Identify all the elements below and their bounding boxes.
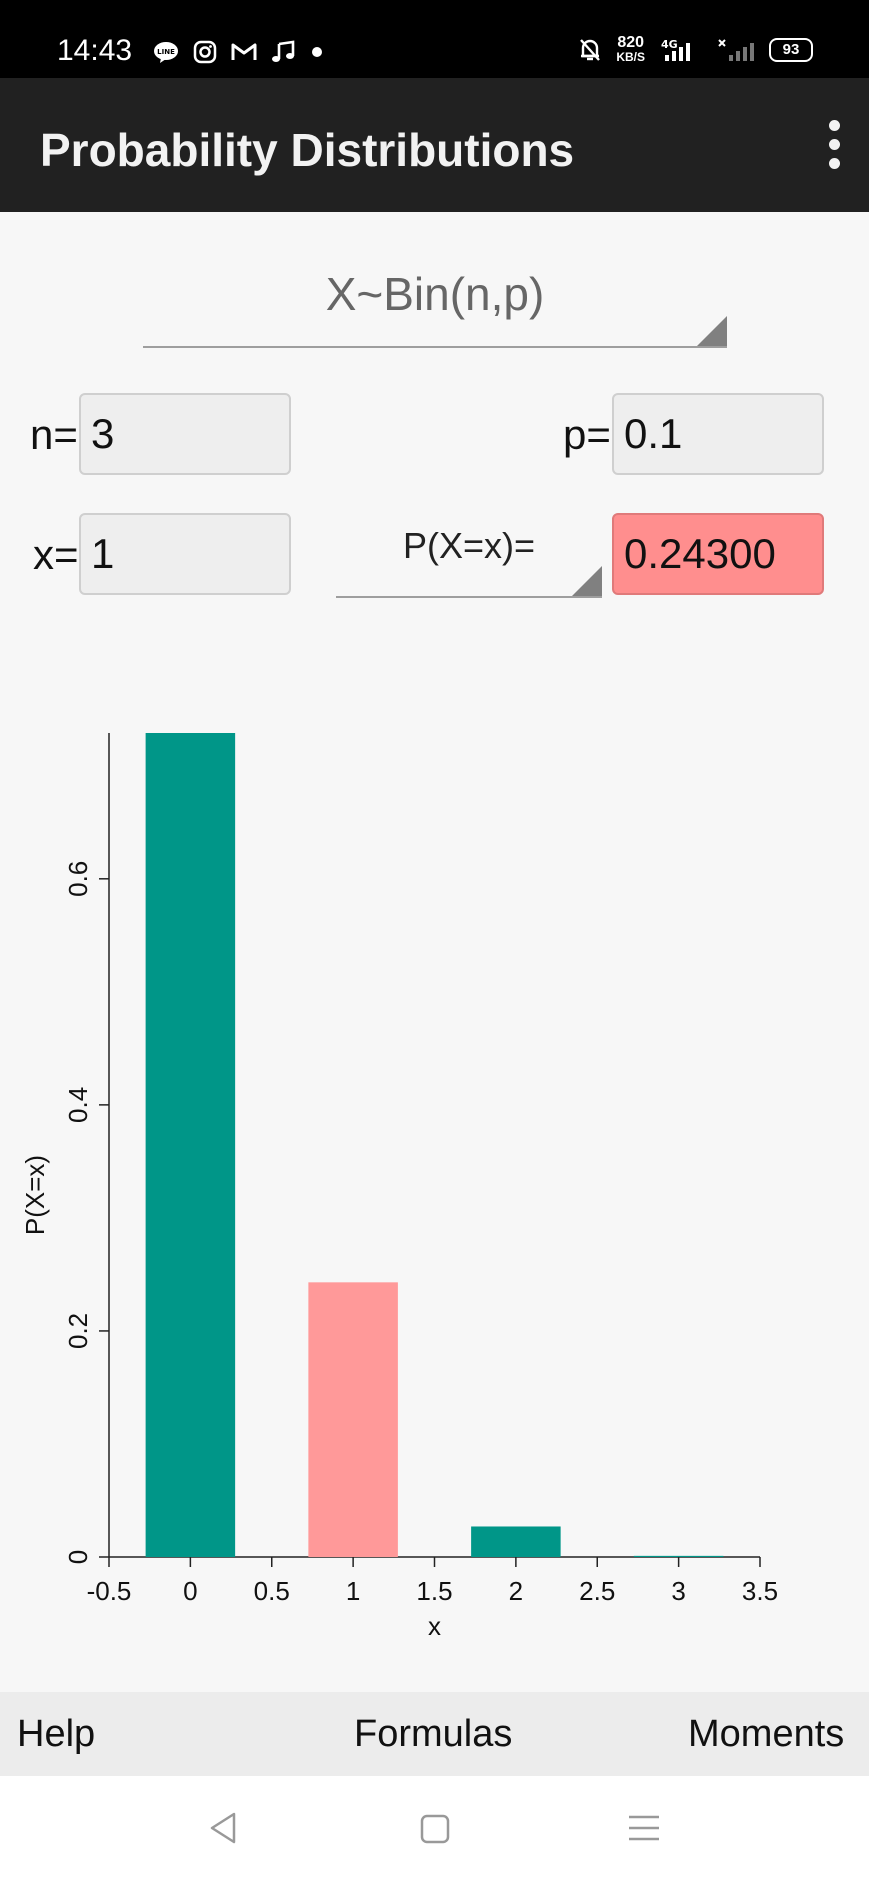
dropdown-arrow-icon: [697, 316, 727, 346]
n-label: n=: [30, 411, 78, 458]
navigation-bar: [0, 1776, 869, 1883]
y-tick-label: 0.4: [63, 1087, 93, 1123]
net-speed-value: 820: [617, 34, 645, 51]
probability-result: 0.24300: [612, 513, 824, 595]
bar-x-2: [471, 1526, 561, 1557]
y-tick-label: 0.6: [63, 861, 93, 897]
x-tick-label: 1: [346, 1576, 360, 1606]
x-tick-label: 1.5: [416, 1576, 452, 1606]
instagram-icon: [193, 40, 217, 64]
status-right: 820 KB/S 4G 93: [578, 34, 813, 65]
back-icon[interactable]: [204, 1808, 244, 1848]
main-content: X~Bin(n,p) n= 3 p= 0.1 x= 1 P(X=x)= 0.24…: [0, 212, 869, 1692]
bar-x-3: [633, 1555, 724, 1557]
x-tick-label: -0.5: [87, 1576, 132, 1606]
home-icon[interactable]: [414, 1808, 454, 1848]
y-tick-label: 0.2: [63, 1313, 93, 1349]
y-axis-ticks: 0 0.2 0.4 0.6: [63, 861, 109, 1564]
bar-x-0: [145, 733, 236, 1557]
line-icon: LINE: [154, 42, 178, 63]
x-label: x=: [33, 531, 79, 578]
net-speed: 820 KB/S: [616, 34, 645, 65]
app-bar: Probability Distributions: [0, 78, 869, 212]
notification-icons: LINE: [153, 40, 323, 64]
app-title: Probability Distributions: [40, 124, 575, 176]
y-tick-label: 0: [63, 1550, 93, 1564]
network-label: 4G: [661, 38, 678, 51]
probability-type-selected: P(X=x)=: [402, 525, 536, 566]
x-tick-label: 3: [671, 1576, 685, 1606]
signal-empty-icon: [718, 39, 754, 61]
dot-icon: [312, 47, 322, 57]
status-time: 14:43: [57, 34, 133, 67]
x-tick-label: 0.5: [254, 1576, 290, 1606]
probability-bar-chart: -0.5 0 0.5 1 1.5 2 2.5 3 3.5 0 0.2 0.4 0.6 x P(X=x): [20, 733, 778, 1641]
dropdown-arrow-icon: [572, 566, 602, 596]
x-tick-label: 0: [183, 1576, 197, 1606]
help-button[interactable]: Help: [17, 1713, 96, 1755]
overflow-menu-icon[interactable]: [807, 108, 863, 182]
x-input[interactable]: 1: [79, 513, 291, 595]
net-speed-unit: KB/S: [616, 50, 645, 64]
status-bar: 14:43 LINE: [0, 0, 869, 78]
svg-text:LINE: LINE: [157, 48, 175, 56]
menu-icon[interactable]: [624, 1808, 664, 1848]
bottom-bar: Help Formulas Moments: [0, 1692, 869, 1776]
bar-x-1: [308, 1282, 398, 1557]
x-axis-ticks: -0.5 0 0.5 1 1.5 2 2.5 3 3.5: [87, 1557, 778, 1606]
n-input[interactable]: 3: [79, 393, 291, 475]
chart-bars: [145, 733, 724, 1557]
x-tick-label: 3.5: [742, 1576, 778, 1606]
music-icon: [272, 40, 295, 62]
x-axis-label: x: [428, 1611, 441, 1641]
x-tick-label: 2: [509, 1576, 523, 1606]
battery-indicator: 93: [769, 38, 813, 62]
gmail-icon: [231, 43, 257, 60]
probability-type-dropdown[interactable]: P(X=x)=: [336, 502, 602, 598]
mute-bell-icon: [580, 39, 601, 61]
moments-button[interactable]: Moments: [688, 1713, 845, 1755]
formulas-button[interactable]: Formulas: [354, 1713, 513, 1755]
signal-4g-icon: 4G: [661, 38, 690, 61]
distribution-dropdown[interactable]: X~Bin(n,p): [143, 262, 727, 348]
y-axis-label: P(X=x): [20, 1155, 50, 1235]
distribution-selected: X~Bin(n,p): [325, 268, 545, 320]
x-tick-label: 2.5: [579, 1576, 615, 1606]
p-input[interactable]: 0.1: [612, 393, 824, 475]
p-label: p=: [563, 411, 611, 458]
